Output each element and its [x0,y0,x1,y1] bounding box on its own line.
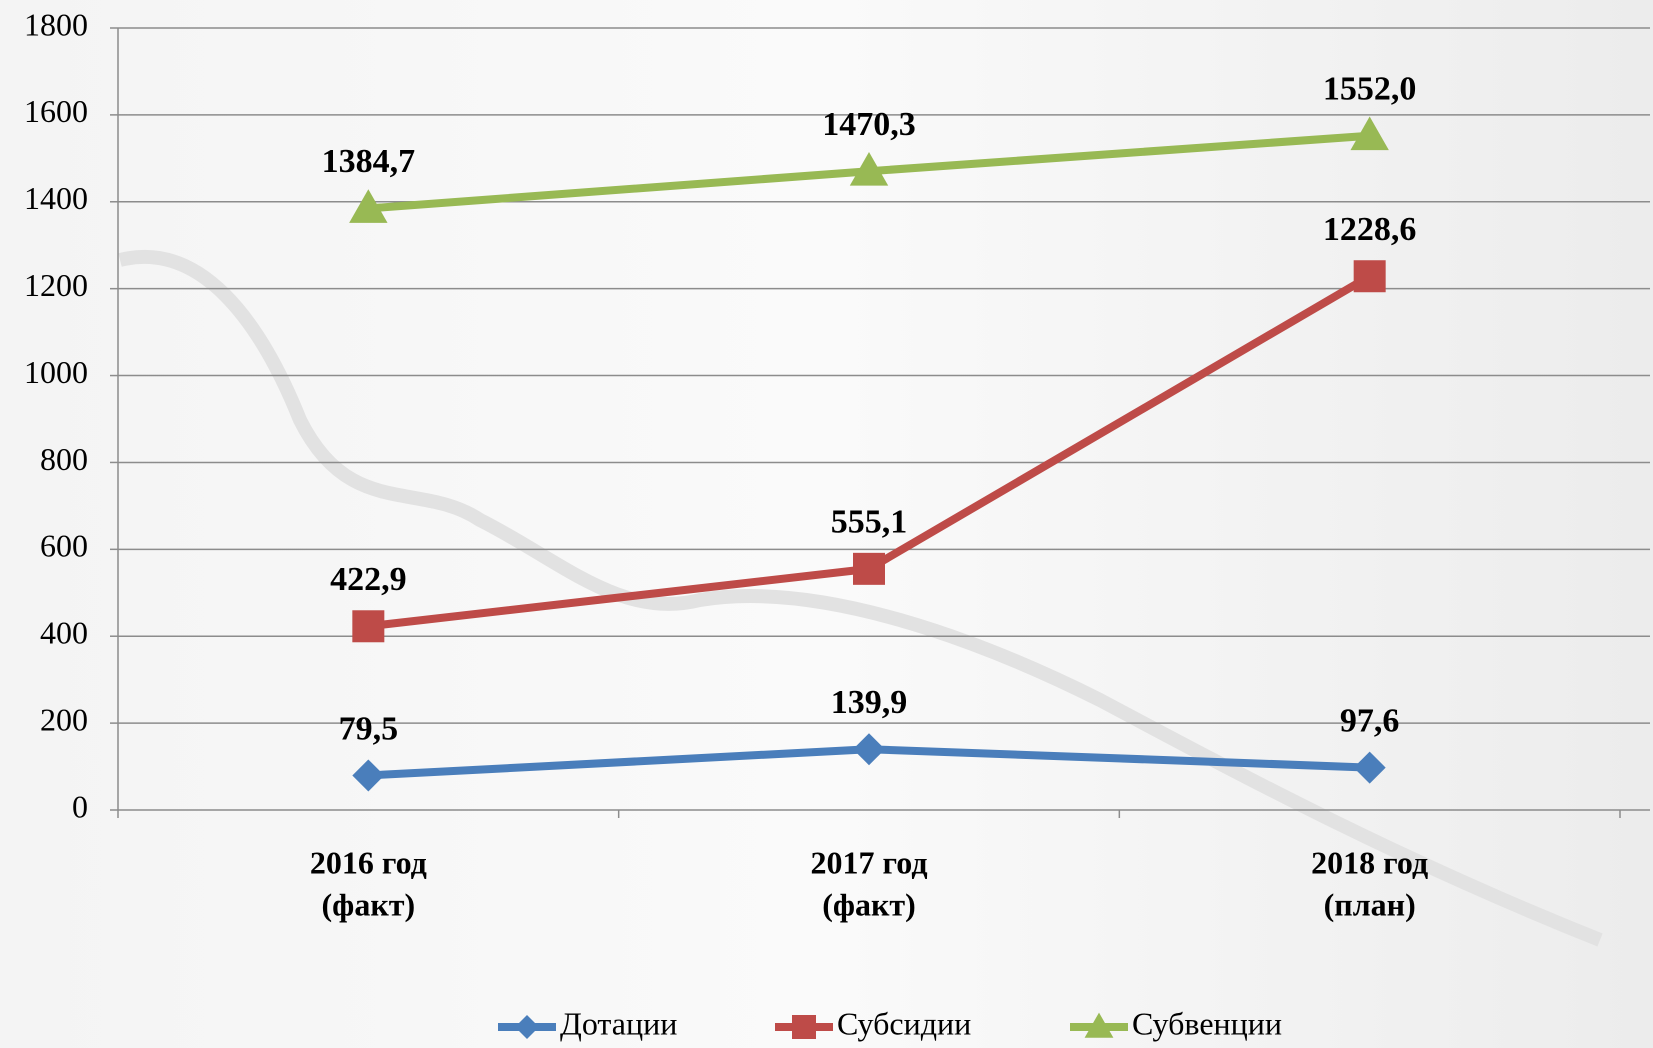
data-label: 1228,6 [1323,211,1417,248]
x-tick-label: 2017 год [811,844,928,880]
x-tick-label: (факт) [822,886,916,922]
y-tick-label: 1600 [24,93,88,129]
y-tick-label: 200 [40,701,88,737]
y-tick-label: 1000 [24,354,88,390]
x-tick-label: (факт) [322,886,416,922]
data-label: 79,5 [339,710,399,747]
y-tick-label: 1800 [24,6,88,42]
marker [853,553,885,585]
x-tick-label: 2016 год [310,844,427,880]
legend-label: Субсидии [837,1005,971,1041]
y-tick-label: 600 [40,528,88,564]
y-tick-label: 1400 [24,180,88,216]
legend-label: Субвенции [1132,1005,1282,1041]
y-tick-label: 1200 [24,267,88,303]
data-label: 97,6 [1340,702,1400,739]
x-tick-label: (план) [1324,886,1416,922]
y-tick-label: 0 [72,788,88,824]
marker [1354,260,1386,292]
data-label: 1470,3 [822,106,916,143]
y-tick-label: 400 [40,615,88,651]
marker [792,1015,816,1039]
chart: 0 200 400 600 800 1000 1200 1400 1600 1800 2016 го… [0,0,1653,1048]
legend-label: Дотации [560,1005,677,1041]
marker [352,610,384,642]
x-tick-label: 2018 год [1311,844,1428,880]
data-label: 422,9 [330,561,407,598]
data-label: 1384,7 [322,143,416,180]
data-label: 1552,0 [1323,71,1417,108]
data-label: 139,9 [831,684,908,721]
y-tick-label: 800 [40,441,88,477]
data-label: 555,1 [831,504,908,541]
